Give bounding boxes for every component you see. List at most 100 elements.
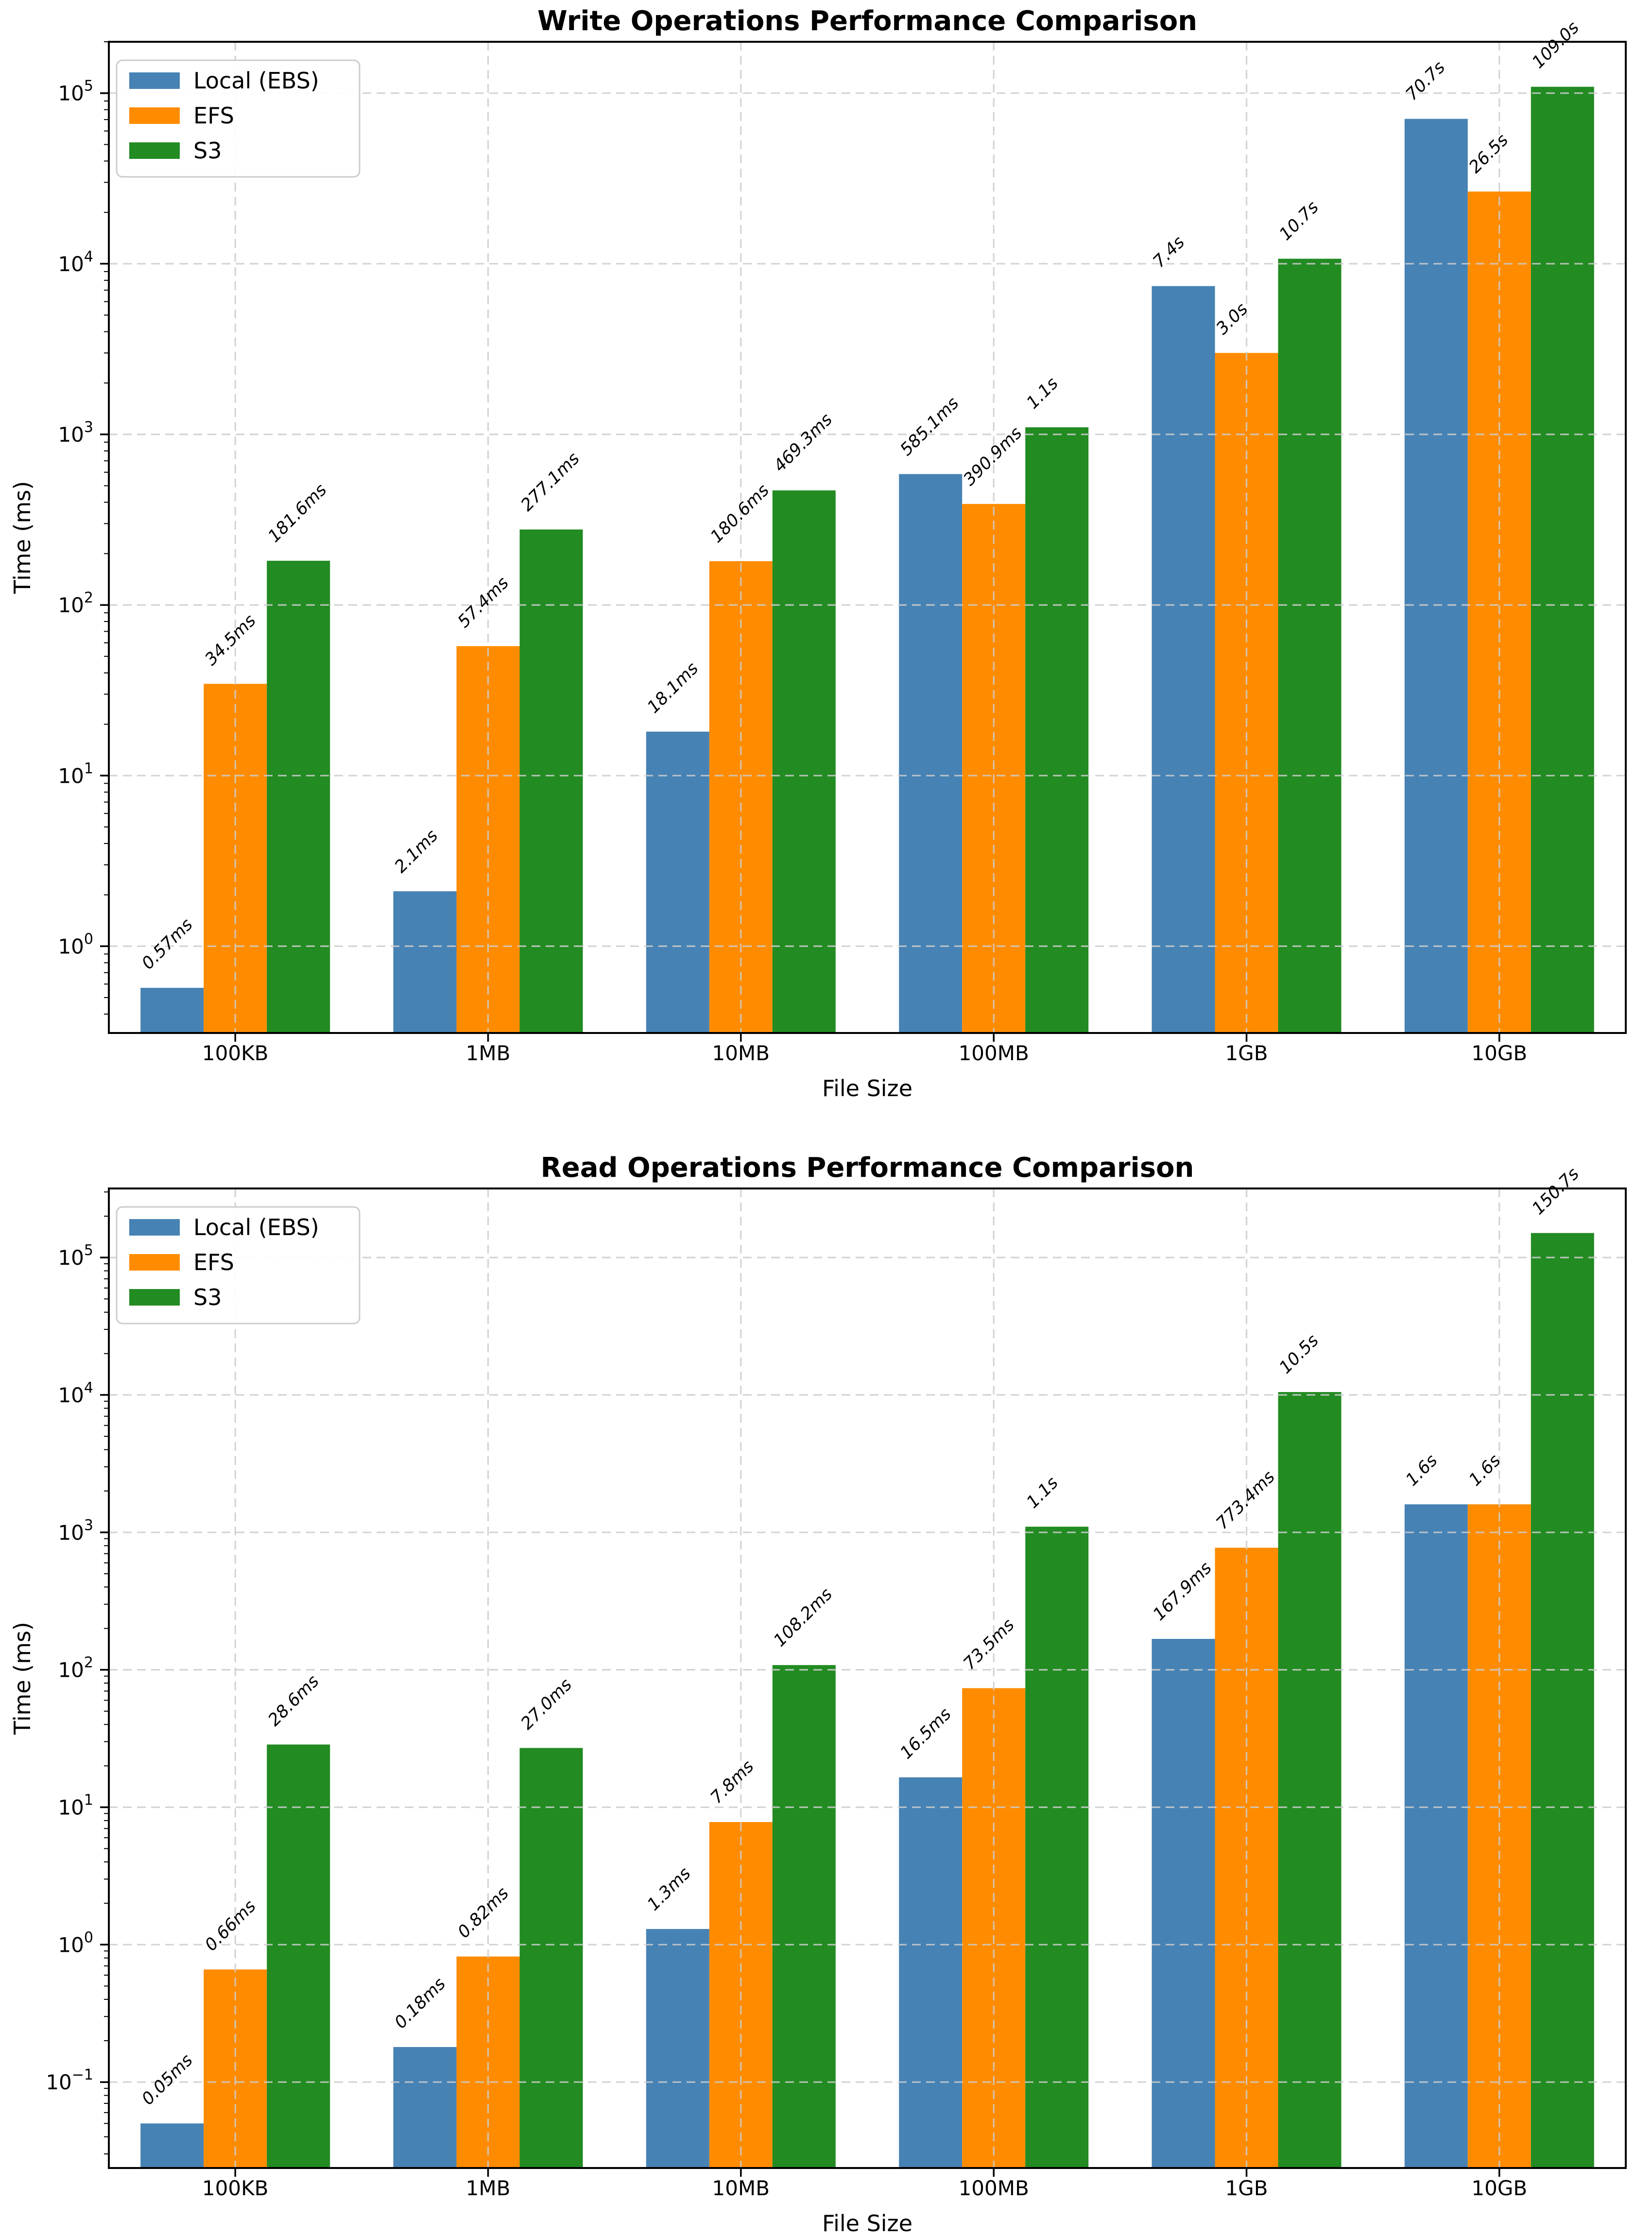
y-axis-tick-label: 100 <box>58 930 93 958</box>
bar-local-ebs-10gb <box>1404 1504 1468 2168</box>
y-axis-tick-label: 104 <box>58 1379 93 1407</box>
bar-value-label: 10.7s <box>1276 198 1323 244</box>
bar-value-label: 0.57ms <box>138 915 196 973</box>
gridlines <box>109 42 1626 1033</box>
x-axis-tick-label-1gb: 1GB <box>1225 2176 1268 2200</box>
y-axis-tick-label: 100 <box>58 1929 93 1957</box>
bar-value-label: 0.82ms <box>454 1884 513 1942</box>
bar-value-label: 7.4s <box>1150 233 1189 272</box>
bar-s3-10gb <box>1531 86 1594 1033</box>
bar-value-label: 57.4ms <box>454 573 513 632</box>
read-chart-yaxis-label: Time (ms) <box>9 1622 35 1735</box>
bar-s3-10mb <box>772 1665 836 2168</box>
write-chart-plot: 0.57ms 2.1ms 18.1ms 585.1ms 7.4s 70.7s 34.5ms 5… <box>58 18 1627 1065</box>
read-operations-chart-canvas: Read Operations Performance Comparison 0… <box>9 1152 1627 2237</box>
bar-value-label: 7.8ms <box>707 1757 758 1808</box>
bar-local-ebs-1mb <box>393 2047 457 2168</box>
x-axis-tick-label-10gb: 10GB <box>1471 2176 1527 2200</box>
bar-value-label: 469.3ms <box>770 410 836 476</box>
bar-value-label: 18.1ms <box>644 659 702 717</box>
bar-value-label: 1.3ms <box>644 1864 695 1915</box>
legend-swatch-local-ebs <box>129 1219 180 1236</box>
bar-value-label: 585.1ms <box>896 394 963 460</box>
bar-value-label: 150.7s <box>1529 1164 1583 1219</box>
bar-value-label: 1.6s <box>1402 1451 1442 1490</box>
bar-value-label: 180.6ms <box>707 481 773 547</box>
read-chart-xaxis-label: File Size <box>822 2210 912 2237</box>
bar-value-label: 167.9ms <box>1150 1558 1216 1624</box>
bar-value-label: 0.05ms <box>138 2050 196 2109</box>
bar-value-label: 70.7s <box>1402 58 1449 104</box>
legend-label-s3: S3 <box>193 1284 222 1310</box>
bar-value-label: 10.5s <box>1276 1331 1323 1377</box>
bar-s3-100mb <box>1025 427 1089 1033</box>
y-axis-tick-label: 105 <box>58 78 93 105</box>
legend: Local (EBS) EFS S3 <box>116 1206 361 1325</box>
read-chart-title: Read Operations Performance Comparison <box>541 1152 1194 1184</box>
x-axis-tick-label-10mb: 10MB <box>712 2176 770 2200</box>
bar-value-label: 73.5ms <box>960 1615 1018 1673</box>
bar-value-label: 1.1s <box>1023 374 1062 413</box>
gridlines <box>109 1188 1626 2168</box>
x-axis-tick-label-10gb: 10GB <box>1471 1041 1527 1065</box>
legend-swatch-local-ebs <box>129 72 180 89</box>
legend-swatch-efs <box>129 107 180 124</box>
y-axis-tick-label: 105 <box>58 1242 93 1270</box>
legend-swatch-efs <box>129 1254 180 1271</box>
bar-local-ebs-100kb <box>140 988 204 1033</box>
bar-value-label: 0.66ms <box>201 1896 259 1955</box>
y-axis-tick-label: 101 <box>58 760 93 788</box>
y-axis-tick-label: 10−1 <box>46 2066 93 2094</box>
legend-swatch-s3 <box>129 142 180 159</box>
bar-value-label: 2.1ms <box>391 826 442 877</box>
bar-local-ebs-100kb <box>140 2123 204 2168</box>
bar-value-label: 0.18ms <box>391 1974 449 2032</box>
legend-swatch-s3 <box>129 1289 180 1306</box>
legend-label-local-ebs: Local (EBS) <box>193 1214 319 1240</box>
bar-value-label: 27.0ms <box>517 1675 576 1733</box>
legend: Local (EBS) EFS S3 <box>116 59 361 178</box>
legend-label-efs: EFS <box>193 1249 234 1275</box>
legend-label-efs: EFS <box>193 103 234 129</box>
bar-s3-1mb <box>519 1748 583 2168</box>
bar-local-ebs-1gb <box>1152 1639 1215 2168</box>
x-axis-tick-label-100mb: 100MB <box>959 2176 1029 2200</box>
bar-s3-10mb <box>772 490 836 1033</box>
y-axis-tick-label: 101 <box>58 1792 93 1820</box>
y-axis-tick-label: 102 <box>58 1654 93 1682</box>
x-axis-tick-label-100kb: 100KB <box>202 1041 269 1065</box>
bar-local-ebs-10mb <box>646 731 709 1033</box>
write-operations-chart-canvas: Write Operations Performance Comparison … <box>9 5 1627 1101</box>
bar-value-label: 277.1ms <box>517 449 584 515</box>
x-axis-tick-label-1mb: 1MB <box>466 2176 511 2200</box>
write-chart-yaxis-label: Time (ms) <box>9 481 35 594</box>
y-axis-tick-label: 103 <box>58 1517 93 1545</box>
write-chart-xaxis-label: File Size <box>822 1075 912 1101</box>
bar-s3-100kb <box>267 1744 330 2168</box>
bar-value-label: 108.2ms <box>770 1584 836 1651</box>
write-operations-chart: Write Operations Performance Comparison … <box>0 0 1652 1118</box>
bar-value-label: 773.4ms <box>1213 1467 1279 1533</box>
x-axis-tick-label-1gb: 1GB <box>1225 1041 1268 1065</box>
x-axis-tick-label-100kb: 100KB <box>202 2176 269 2200</box>
bar-local-ebs-1gb <box>1152 286 1215 1033</box>
bar-s3-10gb <box>1531 1233 1594 2168</box>
bar-local-ebs-10mb <box>646 1929 709 2168</box>
bar-value-label: 1.1s <box>1023 1473 1062 1513</box>
bar-value-label: 16.5ms <box>896 1704 955 1763</box>
bar-value-label: 3.0s <box>1213 299 1252 339</box>
plot-border <box>108 41 1627 1034</box>
bar-value-label: 26.5s <box>1465 130 1512 177</box>
legend-label-s3: S3 <box>193 138 222 164</box>
bar-value-label: 34.5ms <box>201 611 259 669</box>
bar-local-ebs-10gb <box>1404 119 1468 1033</box>
bar-s3-1gb <box>1278 1392 1342 2168</box>
bar-s3-100kb <box>267 561 330 1033</box>
plot-border <box>108 1187 1627 2169</box>
bar-s3-1gb <box>1278 258 1342 1033</box>
write-chart-title: Write Operations Performance Comparison <box>537 5 1197 37</box>
bar-s3-100mb <box>1025 1527 1089 2168</box>
read-chart-plot: 0.05ms 0.18ms 1.3ms 16.5ms 167.9ms 1.6s 0.66ms… <box>46 1164 1627 2200</box>
x-axis-tick-label-1mb: 1MB <box>466 1041 511 1065</box>
